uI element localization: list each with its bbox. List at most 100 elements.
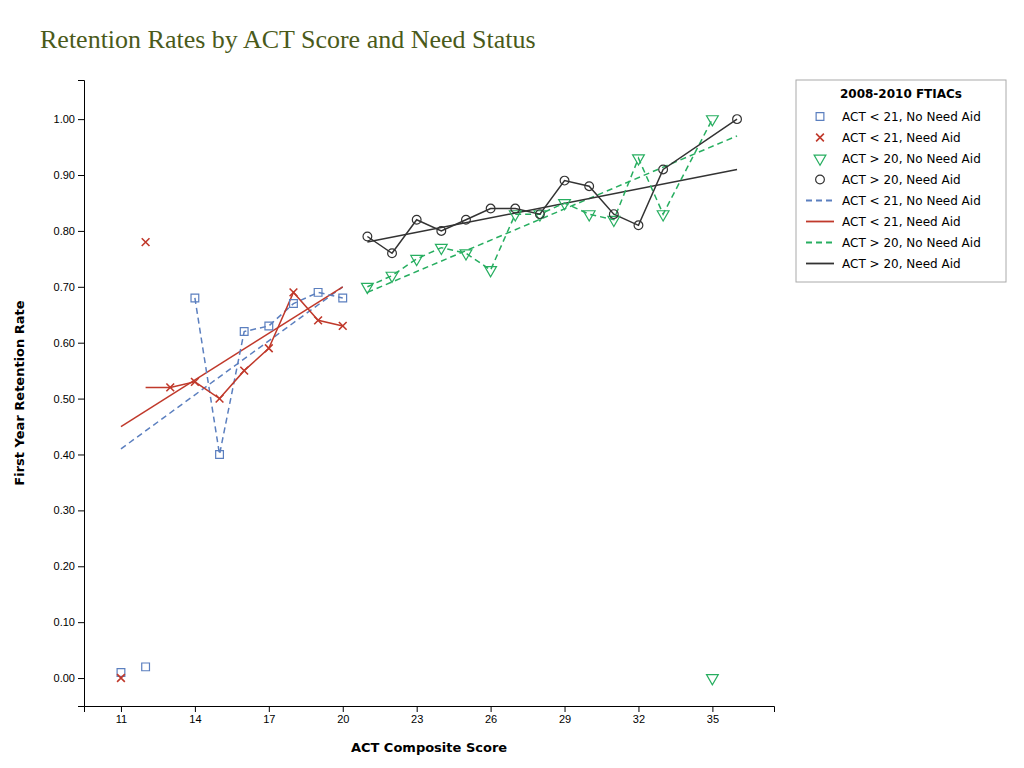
point (216, 395, 224, 403)
point (536, 210, 545, 219)
legend-entry: ACT > 20, Need Aid (816, 173, 961, 187)
x-tick-mark (121, 706, 122, 712)
point (609, 210, 618, 219)
legend-entry: ACT > 20, No Need Aid (806, 236, 981, 250)
chart: Retention Rates by ACT Score and Need St… (0, 0, 1024, 768)
x-tick-mark (417, 706, 418, 712)
series-line (367, 119, 737, 253)
point (733, 115, 742, 124)
y-axis-line (78, 81, 85, 707)
y-tick-label: 0.30 (54, 504, 75, 516)
series-points (117, 289, 347, 677)
legend-entry: ACT < 21, No Need Aid (806, 194, 981, 208)
legend-title: 2008-2010 FTIACs (840, 87, 962, 101)
marks (117, 115, 741, 685)
y-tick-mark (78, 119, 84, 120)
legend-swatch (806, 242, 834, 244)
point (707, 675, 719, 685)
point (362, 283, 374, 293)
point (511, 204, 520, 213)
point (462, 215, 471, 224)
y-tick: 1.00 (54, 113, 84, 125)
x-tick-mark (638, 706, 639, 712)
series-line (367, 119, 712, 287)
x-tick-mark (491, 706, 492, 712)
series-points (362, 116, 719, 294)
x-axis-line (85, 707, 775, 713)
y-tick-label: 0.70 (54, 281, 75, 293)
point (560, 176, 569, 185)
legend-swatch (806, 200, 834, 202)
point (265, 344, 273, 352)
point (486, 204, 495, 213)
x-tick-mark (195, 706, 196, 712)
y-tick-mark (78, 175, 84, 176)
point (290, 300, 298, 308)
point (388, 249, 397, 258)
point (509, 211, 521, 221)
y-tick: 0.70 (54, 281, 84, 293)
x-axis: 111417202326293235 (85, 706, 775, 725)
legend: 2008-2010 FTIACs ACT < 21, No Need Aid ACT… (796, 80, 1006, 282)
x-tick-label: 23 (411, 713, 423, 725)
point (485, 267, 497, 277)
point (339, 322, 347, 330)
y-tick-label: 0.50 (54, 393, 75, 405)
y-tick: 0.60 (54, 337, 84, 349)
y-tick-mark (78, 510, 84, 511)
y-tick: 0.80 (54, 225, 84, 237)
y-tick: 0.20 (54, 560, 84, 572)
chart-title: Retention Rates by ACT Score and Need St… (40, 25, 536, 54)
x-tick-label: 35 (707, 713, 719, 725)
series-line (146, 292, 343, 398)
x-tick-mark (712, 706, 713, 712)
y-tick-mark (78, 622, 84, 623)
y-tick-mark (78, 287, 84, 288)
x-tick: 26 (485, 706, 497, 725)
point (240, 328, 248, 336)
legend-entry: ACT > 20, Need Aid (806, 257, 961, 271)
y-tick-label: 0.00 (54, 672, 75, 684)
legend-label: ACT > 20, Need Aid (842, 257, 961, 271)
series-line (121, 287, 343, 449)
x-tick-label: 14 (189, 713, 201, 725)
x-tick: 14 (189, 706, 201, 725)
x-tick: 29 (559, 706, 571, 725)
y-tick-mark (78, 343, 84, 344)
point (657, 211, 669, 221)
line-layer (121, 119, 737, 454)
x-tick: 35 (707, 706, 719, 725)
x-tick-mark (269, 706, 270, 712)
point-layer (117, 115, 741, 685)
x-tick: 32 (633, 706, 645, 725)
point (608, 216, 620, 226)
y-tick-mark (78, 399, 84, 400)
legend-box (796, 80, 1006, 282)
series-line (121, 287, 343, 427)
point (142, 238, 150, 246)
y-tick: 0.90 (54, 169, 84, 181)
y-axis: 0.000.100.200.300.400.500.600.700.800.90… (54, 81, 85, 707)
x-tick-mark (343, 706, 344, 712)
x-tick-label: 20 (337, 713, 349, 725)
point (659, 165, 668, 174)
legend-swatch (806, 263, 834, 265)
legend-label: ACT < 21, No Need Aid (842, 194, 981, 208)
point (314, 316, 322, 324)
y-tick-label: 0.20 (54, 560, 75, 572)
y-tick: 0.50 (54, 393, 84, 405)
x-tick-label: 32 (633, 713, 645, 725)
legend-entry: ACT < 21, Need Aid (806, 215, 961, 229)
legend-swatch (816, 134, 824, 142)
point (534, 211, 546, 221)
point (585, 182, 594, 191)
y-tick-label: 1.00 (54, 113, 75, 125)
point (240, 367, 248, 375)
point (435, 244, 447, 254)
legend-entry: ACT < 21, Need Aid (816, 131, 960, 145)
point (191, 294, 199, 302)
point (559, 200, 571, 210)
y-tick-label: 0.60 (54, 337, 75, 349)
point (411, 255, 423, 265)
point (412, 215, 421, 224)
